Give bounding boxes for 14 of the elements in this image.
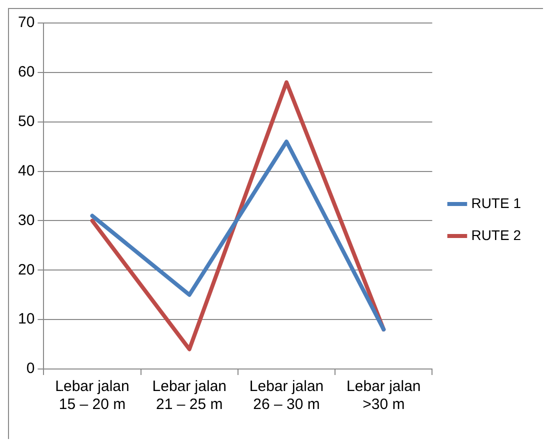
x-tick-label: Lebar jalan >30 m (346, 378, 421, 414)
y-tick-label: 70 (18, 14, 35, 32)
x-tick-label: Lebar jalan 21 – 25 m (152, 378, 226, 414)
y-tick-label: 20 (18, 261, 35, 278)
legend-label: RUTE 2 (471, 226, 522, 243)
x-tick-label: Lebar jalan 26 – 30 m (249, 378, 324, 414)
x-tick-label: Lebar jalan 15 – 20 m (55, 378, 130, 414)
y-tick-label: 40 (18, 162, 35, 180)
y-tick-label: 50 (18, 113, 35, 130)
y-tick-label: 10 (18, 310, 35, 328)
y-tick-label: 60 (18, 64, 35, 81)
y-tick-label: 0 (26, 360, 35, 378)
y-tick-label: 30 (18, 212, 35, 229)
legend-label: RUTE 1 (471, 194, 522, 211)
